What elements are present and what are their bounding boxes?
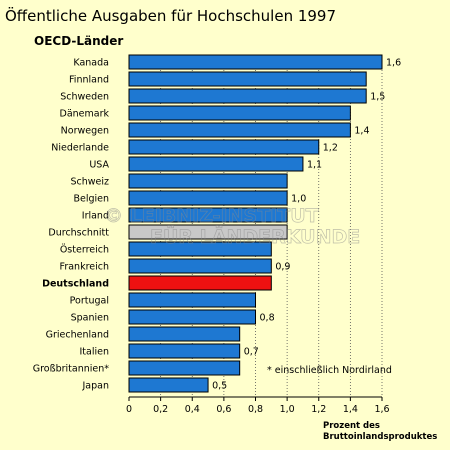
bar-19 <box>128 377 209 393</box>
category-label-14: Portugal <box>70 296 109 307</box>
category-label-13: Deutschland <box>42 279 109 290</box>
bar-9 <box>128 207 288 223</box>
bar-2 <box>128 88 367 104</box>
category-label-9: Irland <box>82 211 109 222</box>
category-label-16: Griechenland <box>46 330 109 341</box>
category-label-19: Japan <box>82 381 110 392</box>
category-label-0: Kanada <box>73 58 109 69</box>
bar-16 <box>128 326 241 342</box>
data-label-2: 1,5 <box>370 92 385 103</box>
x-axis-title-line2: Bruttoinlandsproduktes <box>323 432 437 442</box>
bar-11 <box>128 241 272 257</box>
data-label-8: 1,0 <box>291 194 306 205</box>
bar-13 <box>128 275 272 291</box>
tick-label-6: 1,2 <box>311 404 326 415</box>
category-label-6: USA <box>89 160 109 171</box>
tick-label-1: 0,2 <box>153 404 168 415</box>
watermark-line2: FÜR LÄNDERKUNDE <box>150 224 360 248</box>
category-label-2: Schweden <box>60 92 109 103</box>
tick-label-7: 1,4 <box>343 404 358 415</box>
data-label-0: 1,6 <box>386 58 401 69</box>
bar-12 <box>128 258 272 274</box>
category-label-11: Österreich <box>60 245 109 256</box>
tick-label-4: 0,8 <box>248 404 263 415</box>
chart-title: Öffentliche Ausgaben für Hochschulen 199… <box>5 6 336 25</box>
bar-3 <box>128 105 351 121</box>
category-label-17: Italien <box>80 347 110 358</box>
bars <box>128 54 383 393</box>
category-label-7: Schweiz <box>70 177 109 188</box>
bar-15 <box>128 309 256 325</box>
bar-1 <box>128 71 367 87</box>
category-label-12: Frankreich <box>60 262 109 273</box>
data-label-12: 0,9 <box>275 262 290 273</box>
category-label-5: Niederlande <box>51 143 109 154</box>
category-label-10: Durchschnitt <box>48 228 109 239</box>
x-axis-title-line1: Prozent des <box>323 421 380 431</box>
data-label-17: 0,7 <box>244 347 259 358</box>
data-labels: 1,6 1,5 1,4 1,21,1 1,0 0,9 0,8 0,7 0,5 <box>212 58 401 392</box>
tick-label-8: 1,6 <box>374 404 389 415</box>
category-label-8: Belgien <box>73 194 109 205</box>
bar-8 <box>128 190 288 206</box>
data-label-5: 1,2 <box>323 143 338 154</box>
category-labels: Kanada Finnland Schweden Dänemark Norwegen Ni… <box>33 58 110 392</box>
bar-5 <box>128 139 320 155</box>
bar-6 <box>128 156 304 172</box>
watermark-line1: © LEIBNIZ-INSTITUT <box>104 205 319 227</box>
bar-0 <box>128 54 383 70</box>
data-label-15: 0,8 <box>260 313 275 324</box>
category-label-4: Norwegen <box>61 126 109 137</box>
tick-label-5: 1,0 <box>280 404 295 415</box>
tick-label-0: 0 <box>126 404 132 415</box>
annotation-note: * einschließlich Nordirland <box>267 365 392 376</box>
bar-7 <box>128 173 288 189</box>
x-axis: 0 0,2 0,4 0,6 0,8 1,0 1,2 1,4 1,6 <box>126 396 390 415</box>
tick-label-3: 0,6 <box>216 404 231 415</box>
bar-18 <box>128 360 241 376</box>
category-label-15: Spanien <box>71 313 109 324</box>
data-label-19: 0,5 <box>212 381 227 392</box>
data-label-4: 1,4 <box>354 126 369 137</box>
data-label-6: 1,1 <box>307 160 322 171</box>
chart-subtitle: OECD-Länder <box>34 34 123 48</box>
bar-17 <box>128 343 241 359</box>
bar-4 <box>128 122 351 138</box>
bar-10 <box>128 224 288 240</box>
category-label-1: Finnland <box>69 75 109 86</box>
category-label-18: Großbritannien* <box>33 364 110 375</box>
bar-14 <box>128 292 256 308</box>
tick-label-2: 0,4 <box>185 404 200 415</box>
category-label-3: Dänemark <box>60 109 110 120</box>
